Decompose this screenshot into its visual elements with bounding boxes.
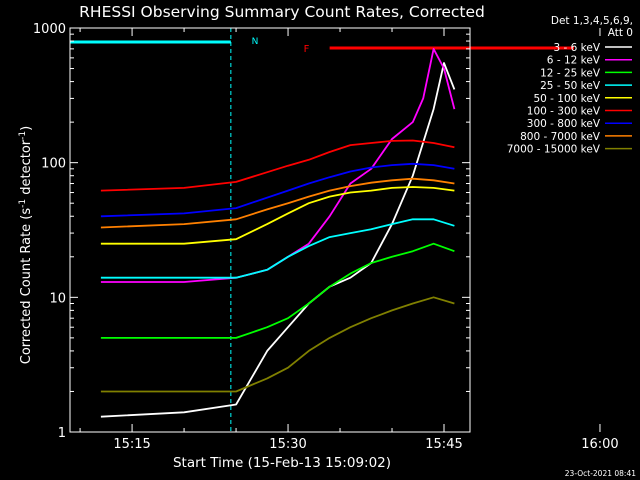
chart-title: RHESSI Observing Summary Count Rates, Co…	[79, 3, 485, 21]
legend-label: 50 - 100 keV	[533, 93, 600, 105]
plot-area: NF	[70, 28, 574, 432]
legend-label: 3 - 6 keV	[553, 42, 600, 54]
legend-label: 25 - 50 keV	[540, 80, 601, 92]
y-tick-label: 1	[58, 426, 66, 441]
annotation-f: F	[304, 44, 310, 55]
legend-label: 6 - 12 keV	[547, 55, 601, 67]
y-tick-label: 1000	[33, 22, 66, 37]
y-axis-label-end: )	[19, 126, 34, 131]
x-axis-label: Start Time (15-Feb-13 15:09:02)	[173, 455, 391, 471]
legend-label: 800 - 7000 keV	[520, 131, 601, 143]
x-tick-label: 15:15	[113, 437, 150, 452]
plot-frame	[69, 27, 471, 433]
y-tick-label: 100	[41, 157, 66, 172]
x-tick-label: 16:00	[581, 437, 618, 452]
series-line	[100, 186, 455, 245]
y-axis-label: Corrected Count Rate (s-1 detector-1)	[18, 126, 34, 364]
legend-header: Att 0	[608, 27, 633, 39]
y-tick-label: 10	[49, 291, 66, 306]
series-line	[100, 177, 455, 229]
series-layer	[100, 48, 456, 418]
legend-label: 300 - 800 keV	[527, 118, 601, 130]
y-axis-label-main: Corrected Count Rate (s	[19, 208, 34, 365]
legend-label: 12 - 25 keV	[540, 67, 601, 79]
x-tick-label: 15:45	[425, 437, 462, 452]
series-line	[100, 162, 455, 218]
legend-label: 100 - 300 keV	[527, 106, 601, 118]
legend-header: Det 1,3,4,5,6,9,	[551, 15, 633, 27]
y-axis-label-sup1: -1	[18, 199, 28, 208]
annotation-n: N	[252, 37, 259, 47]
series-line	[100, 62, 456, 418]
timestamp: 23-Oct-2021 08:41	[565, 469, 636, 478]
axes: 110100100015:1515:3015:4516:0016:1516:30…	[33, 22, 619, 452]
series-line	[100, 139, 455, 192]
plot-background	[70, 28, 470, 432]
y-axis-label-mid: detector	[19, 139, 34, 199]
series-line	[100, 218, 455, 279]
legend-label: 7000 - 15000 keV	[507, 144, 601, 156]
x-tick-label: 15:30	[269, 437, 306, 452]
series-line	[100, 242, 455, 339]
y-axis-label-sup2: -1	[18, 131, 28, 140]
series-line	[100, 296, 455, 393]
